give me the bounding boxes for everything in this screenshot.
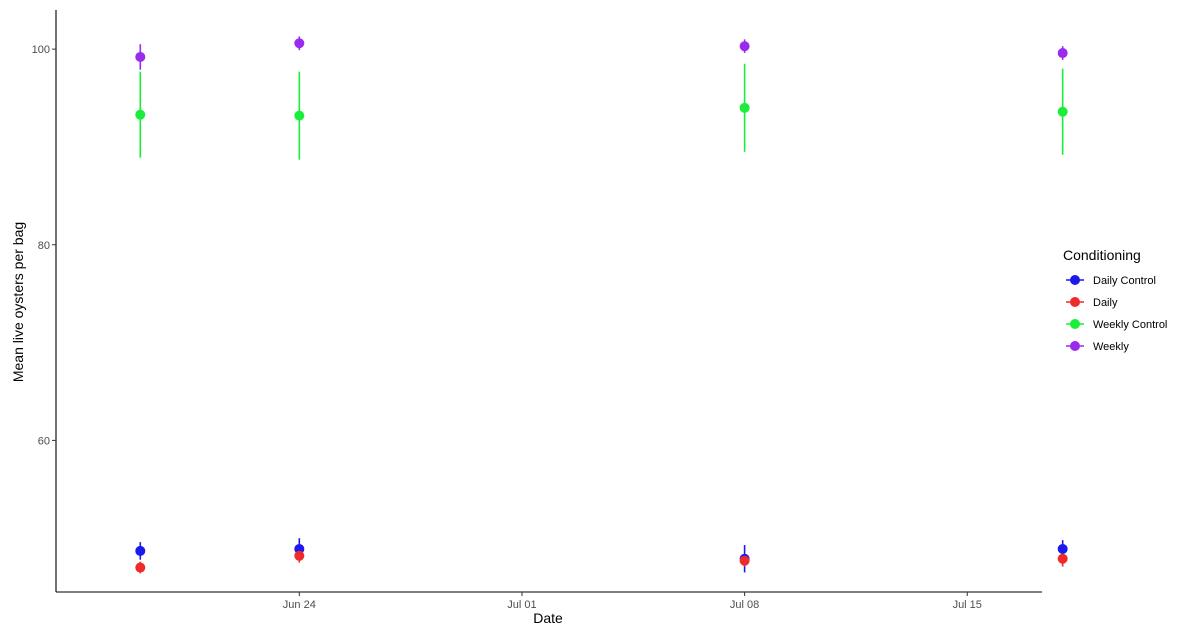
- plot-area: [135, 36, 1068, 574]
- legend-key-point-weekly: [1070, 341, 1080, 351]
- legend-key-point-weekly-control: [1070, 319, 1080, 329]
- point-weekly: [294, 38, 305, 49]
- legend: Conditioning Daily Control Daily Weekly Co…: [1063, 247, 1167, 353]
- point-daily: [739, 555, 750, 566]
- point-weekly: [1057, 48, 1068, 59]
- x-axis: Jun 24 Jul 01 Jul 08 Jul 15: [56, 591, 1042, 611]
- legend-label-daily: Daily: [1093, 297, 1118, 309]
- legend-title: Conditioning: [1063, 247, 1141, 263]
- y-axis: 60 80 100: [32, 10, 57, 592]
- x-tick-label: Jul 08: [730, 599, 759, 611]
- x-tick-label: Jul 01: [507, 599, 536, 611]
- point-weekly: [739, 41, 750, 52]
- point-daily-control: [1057, 543, 1068, 554]
- legend-label-weekly: Weekly: [1093, 341, 1129, 353]
- legend-key-point-daily-control: [1070, 275, 1080, 285]
- x-tick-label: Jul 15: [953, 599, 982, 611]
- y-axis-title: Mean live oysters per bag: [10, 222, 26, 382]
- point-weekly-control: [294, 110, 305, 121]
- legend-key-point-daily: [1070, 297, 1080, 307]
- y-tick-label: 60: [38, 435, 50, 447]
- x-axis-title: Date: [533, 610, 563, 624]
- point-daily-control: [135, 545, 146, 556]
- y-tick-label: 80: [38, 240, 50, 252]
- point-daily: [294, 550, 305, 561]
- point-weekly-control: [135, 109, 146, 120]
- point-daily-control: [294, 543, 305, 554]
- point-daily: [1057, 553, 1068, 564]
- point-weekly-control: [739, 102, 750, 113]
- point-daily: [135, 562, 146, 573]
- point-weekly: [135, 51, 146, 62]
- legend-label-daily-control: Daily Control: [1093, 275, 1156, 287]
- point-weekly-control: [1057, 106, 1068, 117]
- legend-label-weekly-control: Weekly Control: [1093, 319, 1167, 331]
- y-tick-label: 100: [32, 44, 50, 56]
- x-tick-label: Jun 24: [283, 599, 316, 611]
